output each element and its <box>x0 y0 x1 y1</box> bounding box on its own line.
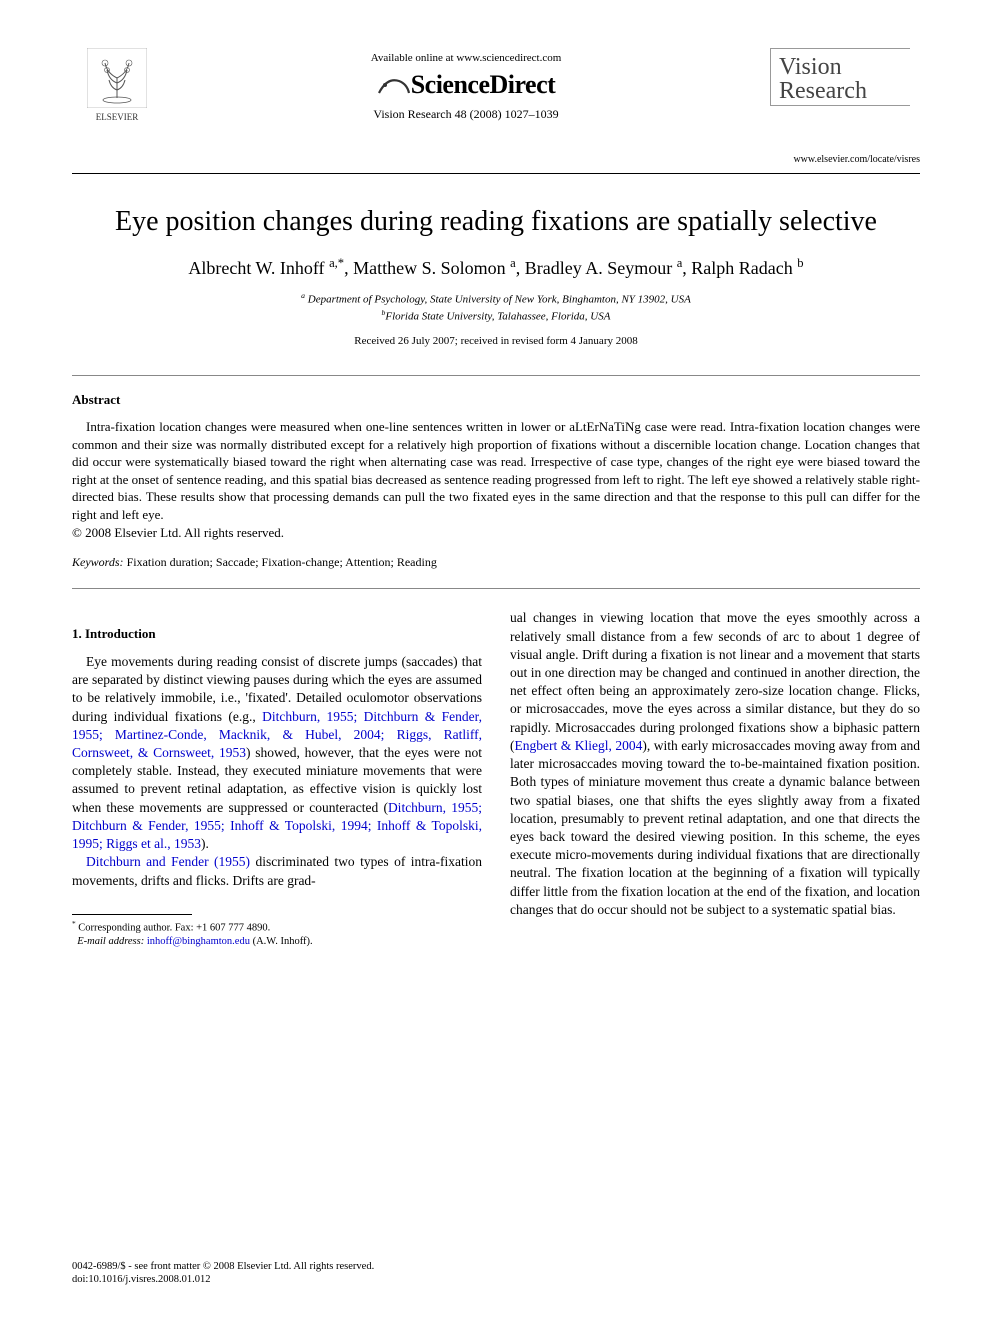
journal-brand-box: Vision Research www.elsevier.com/locate/… <box>770 48 920 165</box>
email-link[interactable]: inhoff@binghamton.edu <box>147 936 250 947</box>
right-column: ual changes in viewing location that mov… <box>510 609 920 948</box>
affiliation-a: a Department of Psychology, State Univer… <box>72 291 920 308</box>
publisher-name: ELSEVIER <box>72 112 162 122</box>
pre-abstract-rule <box>72 375 920 376</box>
keywords: Keywords: Fixation duration; Saccade; Fi… <box>72 555 920 570</box>
front-matter-line: 0042-6989/$ - see front matter © 2008 El… <box>72 1260 374 1274</box>
sciencedirect-text: ScienceDirect <box>411 70 556 99</box>
abstract-heading: Abstract <box>72 392 920 408</box>
article-title: Eye position changes during reading fixa… <box>72 206 920 238</box>
abstract-text: Intra-fixation location changes were mea… <box>72 418 920 523</box>
doi-line: doi:10.1016/j.visres.2008.01.012 <box>72 1273 374 1287</box>
sciencedirect-swoosh-icon <box>377 73 411 101</box>
authors-list: Albrecht W. Inhoff a,*, Matthew S. Solom… <box>72 256 920 279</box>
affiliations: a Department of Psychology, State Univer… <box>72 291 920 325</box>
intro-paragraph-continued: ual changes in viewing location that mov… <box>510 609 920 919</box>
journal-header: ELSEVIER Available online at www.science… <box>72 48 920 165</box>
center-header: Available online at www.sciencedirect.co… <box>162 48 770 122</box>
abstract-copyright: © 2008 Elsevier Ltd. All rights reserved… <box>72 525 920 541</box>
elsevier-tree-icon <box>87 48 147 108</box>
intro-paragraph-2: Ditchburn and Fender (1955) discriminate… <box>72 853 482 889</box>
corresponding-author-footnote: * Corresponding author. Fax: +1 607 777 … <box>72 919 482 949</box>
email-label: E-mail address: <box>77 936 144 947</box>
keywords-label: Keywords: <box>72 555 124 569</box>
publisher-logo: ELSEVIER <box>72 48 162 122</box>
available-online-text: Available online at www.sciencedirect.co… <box>162 52 770 64</box>
citation-link[interactable]: Ditchburn and Fender (1955) <box>86 854 250 869</box>
sciencedirect-logo: ScienceDirect <box>162 70 770 101</box>
keywords-text: Fixation duration; Saccade; Fixation-cha… <box>127 555 437 569</box>
journal-name-line2: Research <box>779 79 902 103</box>
article-dates: Received 26 July 2007; received in revis… <box>72 335 920 347</box>
body-columns: 1. Introduction Eye movements during rea… <box>72 609 920 948</box>
journal-url: www.elsevier.com/locate/visres <box>770 154 920 165</box>
journal-reference: Vision Research 48 (2008) 1027–1039 <box>162 107 770 122</box>
intro-paragraph-1: Eye movements during reading consist of … <box>72 653 482 853</box>
post-abstract-rule <box>72 588 920 589</box>
citation-link[interactable]: Engbert & Kliegl, 2004 <box>515 738 643 753</box>
page-footer: 0042-6989/$ - see front matter © 2008 El… <box>72 1260 374 1287</box>
section-1-heading: 1. Introduction <box>72 625 482 643</box>
journal-name-line1: Vision <box>779 55 902 79</box>
left-column: 1. Introduction Eye movements during rea… <box>72 609 482 948</box>
footnote-separator <box>72 914 192 915</box>
header-rule <box>72 173 920 174</box>
affiliation-b: bFlorida State University, Talahassee, F… <box>72 308 920 325</box>
